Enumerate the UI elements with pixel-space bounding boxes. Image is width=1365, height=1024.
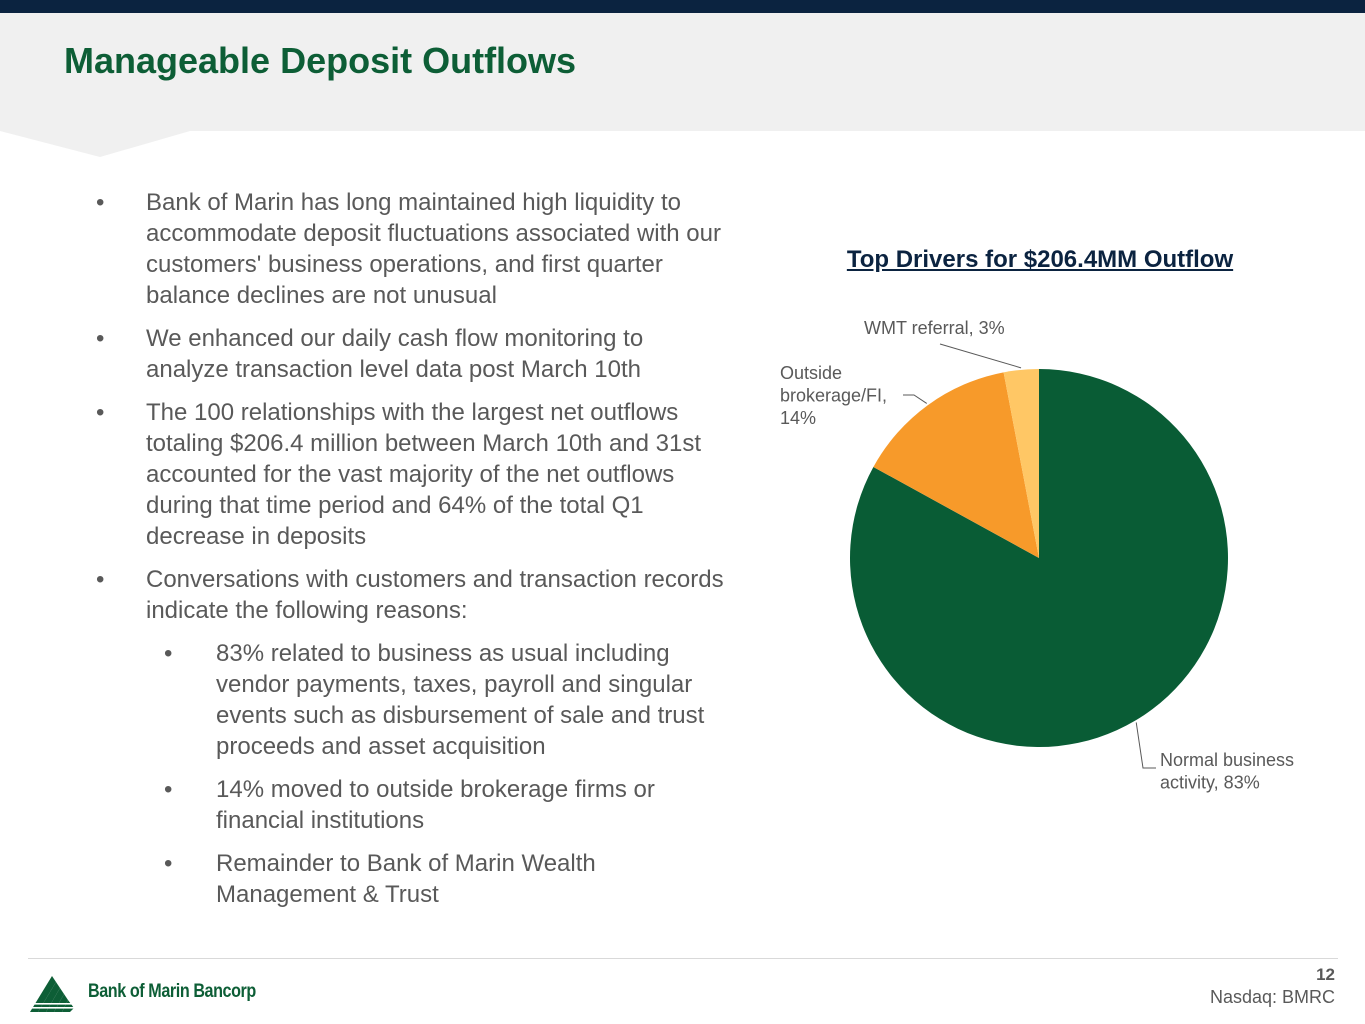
leader-line [939,343,1022,369]
sub-bullet-item: • 14% moved to outside brokerage firms or… [164,774,726,836]
sub-bullet-item: • Remainder to Bank of Marin Wealth Manag… [164,848,726,910]
footer-divider [28,958,1338,959]
data-label: Normal business activity, 83% [1160,750,1294,793]
pie-slice-wmt-referral [1003,369,1039,558]
bullet-dot: • [96,566,105,593]
bullet-text: We enhanced our daily cash flow monitori… [146,325,644,383]
header-notch [0,131,190,157]
bullet-item: • Bank of Marin has long maintained high … [96,187,726,311]
header-band [0,13,1365,131]
bullet-text: Bank of Marin has long maintained high l… [146,189,721,309]
bullet-item: • Conversations with customers and transa… [96,564,726,626]
data-label: Outside brokerage/FI, 14% [780,363,887,428]
bullet-dot: • [164,640,173,667]
bullet-dot: • [164,850,173,877]
sub-bullet-text: 14% moved to outside brokerage firms or … [216,776,655,834]
bullet-text: The 100 relationships with the largest n… [146,399,702,550]
sub-bullet-text: 83% related to business as usual includi… [216,640,705,760]
bullet-list: • Bank of Marin has long maintained high … [96,187,726,922]
bullet-dot: • [96,399,105,426]
bullet-dot: • [164,776,173,803]
bullet-item: • We enhanced our daily cash flow monitor… [96,323,726,385]
company-logo: Bank of Marin Bancorp [30,972,285,1012]
ticker-label: Nasdaq: BMRC [1209,987,1335,1007]
pie-chart: Normal business activity, 83% Outside broke… [780,318,1294,793]
bullet-dot: • [96,189,105,216]
sub-bullet-item: • 83% related to business as usual includ… [164,638,726,762]
bullet-text: Conversations with customers and transac… [146,566,724,624]
pie-slice-outside-brokerage-fi [873,372,1039,558]
sub-bullet-text: Remainder to Bank of Marin Wealth Manage… [216,850,596,908]
top-accent-bar [0,0,1365,13]
leader-line [1135,722,1156,769]
leader-line [903,394,928,404]
page-title: Manageable Deposit Outflows [64,40,577,81]
page-number: 12 [1316,965,1335,984]
data-label: WMT referral, 3% [864,318,1005,338]
bullet-item: • The 100 relationships with the largest … [96,397,726,552]
logo-text: Bank of Marin Bancorp [88,981,256,1002]
mountain-logo-icon [30,976,82,1012]
chart-title: Top Drivers for $206.4MM Outflow [846,246,1234,273]
bullet-dot: • [96,325,105,352]
